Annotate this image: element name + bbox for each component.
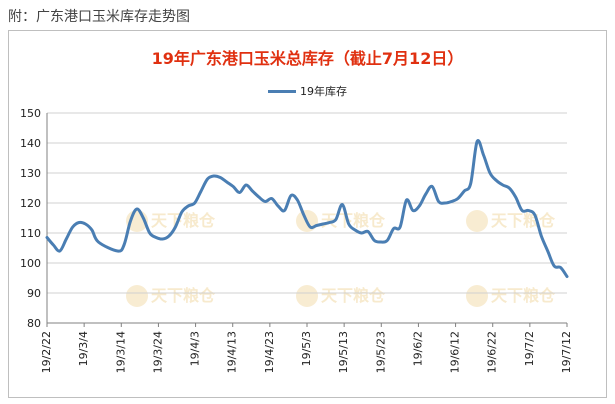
x-tick-label: 19/4/13 xyxy=(226,331,239,373)
watermark-logo-icon xyxy=(126,285,148,307)
x-tick-label: 19/3/14 xyxy=(114,331,127,373)
x-tick-label: 19/6/22 xyxy=(486,331,499,373)
watermark-text: 天下粮仓 xyxy=(321,211,386,230)
watermark-text: 天下粮仓 xyxy=(321,286,386,305)
page-caption: 附：广东港口玉米库存走势图 xyxy=(8,9,190,25)
chart-frame: 19年广东港口玉米总库存（截止7月12日） 19年库存 天下粮仓 天下粮仓 天下粮仓… xyxy=(8,30,607,398)
x-tick-label: 19/6/12 xyxy=(449,331,462,373)
y-tick-label: 120 xyxy=(20,197,41,210)
legend-swatch xyxy=(268,89,296,93)
y-tick-label: 110 xyxy=(20,227,41,240)
y-tick-label: 140 xyxy=(20,137,41,150)
x-tick-label: 19/7/2 xyxy=(523,331,536,366)
legend-label: 19年库存 xyxy=(300,85,347,98)
watermark-text: 天下粮仓 xyxy=(491,286,556,305)
chart-title: 19年广东港口玉米总库存（截止7月12日） xyxy=(151,49,464,68)
y-tick-label: 100 xyxy=(20,257,41,270)
watermark-text: 天下粮仓 xyxy=(151,286,216,305)
x-tick-label: 19/4/23 xyxy=(263,331,276,373)
watermark-logo-icon xyxy=(296,285,318,307)
chart-legend: 19年库存 xyxy=(9,83,606,99)
watermark-text: 天下粮仓 xyxy=(491,211,556,230)
x-tick-label: 19/3/24 xyxy=(151,331,164,373)
x-tick-label: 19/5/3 xyxy=(300,331,313,366)
watermark-logo-icon xyxy=(466,285,488,307)
x-tick-label: 19/2/22 xyxy=(40,331,53,373)
y-tick-label: 130 xyxy=(20,167,41,180)
x-tick-label: 19/7/12 xyxy=(560,331,573,373)
x-tick-label: 19/3/4 xyxy=(77,331,90,366)
x-tick-label: 19/5/23 xyxy=(374,331,387,373)
y-tick-label: 90 xyxy=(27,287,41,300)
x-tick-label: 19/4/3 xyxy=(189,331,202,366)
series-line-0 xyxy=(45,139,569,278)
y-tick-label: 150 xyxy=(20,107,41,120)
x-tick-label: 19/6/2 xyxy=(411,331,424,366)
watermark-logo-icon xyxy=(466,210,488,232)
y-tick-label: 80 xyxy=(27,317,41,330)
watermark-text: 天下粮仓 xyxy=(151,211,216,230)
x-tick-label: 19/5/13 xyxy=(337,331,350,373)
